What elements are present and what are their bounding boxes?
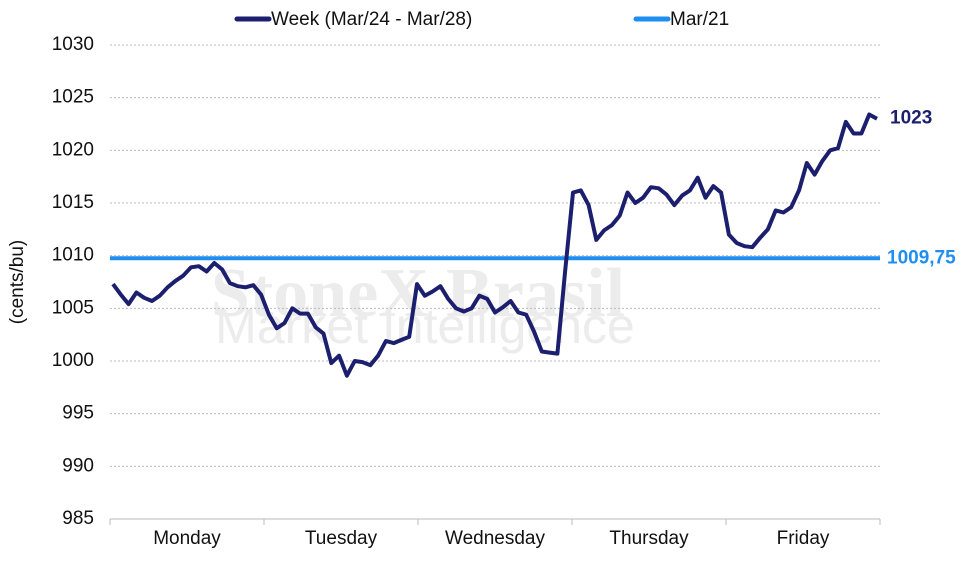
- y-tick-label: 1005: [52, 297, 94, 318]
- x-tick-label: Wednesday: [445, 528, 545, 549]
- y-tick-label: 1000: [52, 350, 94, 371]
- end-label: 1009,75: [887, 247, 956, 268]
- watermark: StoneX Brasil: [211, 255, 625, 332]
- y-tick-label: 1015: [52, 192, 94, 213]
- legend-label: Week (Mar/24 - Mar/28): [271, 9, 472, 30]
- end-label: 1023: [890, 108, 932, 129]
- x-tick-label: Monday: [153, 528, 221, 549]
- y-tick-label: 985: [62, 508, 94, 529]
- legend-label: Mar/21: [670, 9, 729, 30]
- y-tick-label: 990: [62, 455, 94, 476]
- line: [111, 112, 878, 378]
- y-tick-label: 995: [62, 403, 94, 424]
- x-tick-label: Tuesday: [305, 528, 378, 549]
- y-tick-label: 1030: [52, 34, 94, 55]
- x-tick-label: Friday: [777, 528, 830, 549]
- x-tick-label: Thursday: [609, 528, 689, 549]
- y-tick-label: 1020: [52, 139, 94, 160]
- watermark: Market Intelligence: [215, 298, 635, 354]
- y-tick-label: 1025: [52, 87, 94, 108]
- y-tick-label: 1010: [52, 245, 94, 266]
- y-axis-label: (cents/bu): [7, 240, 28, 324]
